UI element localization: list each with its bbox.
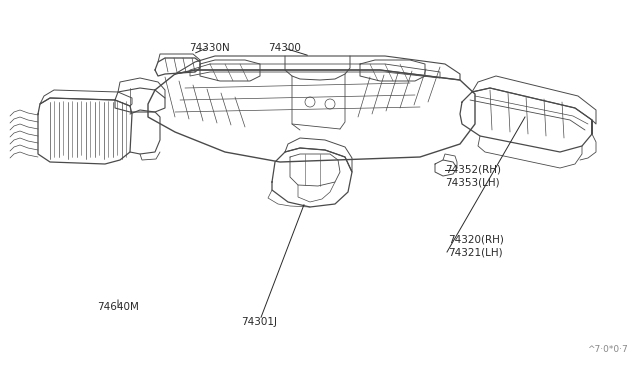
Text: 74320(RH): 74320(RH) [448,235,504,245]
Text: ^7·0*0·7: ^7·0*0·7 [588,345,628,354]
Text: 74352(RH): 74352(RH) [445,164,500,174]
Text: 74321(LH): 74321(LH) [448,248,502,258]
Text: 74640M: 74640M [97,302,140,312]
Text: 74330N: 74330N [189,44,230,53]
Text: 74353(LH): 74353(LH) [445,177,499,187]
Text: 74300: 74300 [268,44,301,53]
Text: 74301J: 74301J [241,317,277,327]
